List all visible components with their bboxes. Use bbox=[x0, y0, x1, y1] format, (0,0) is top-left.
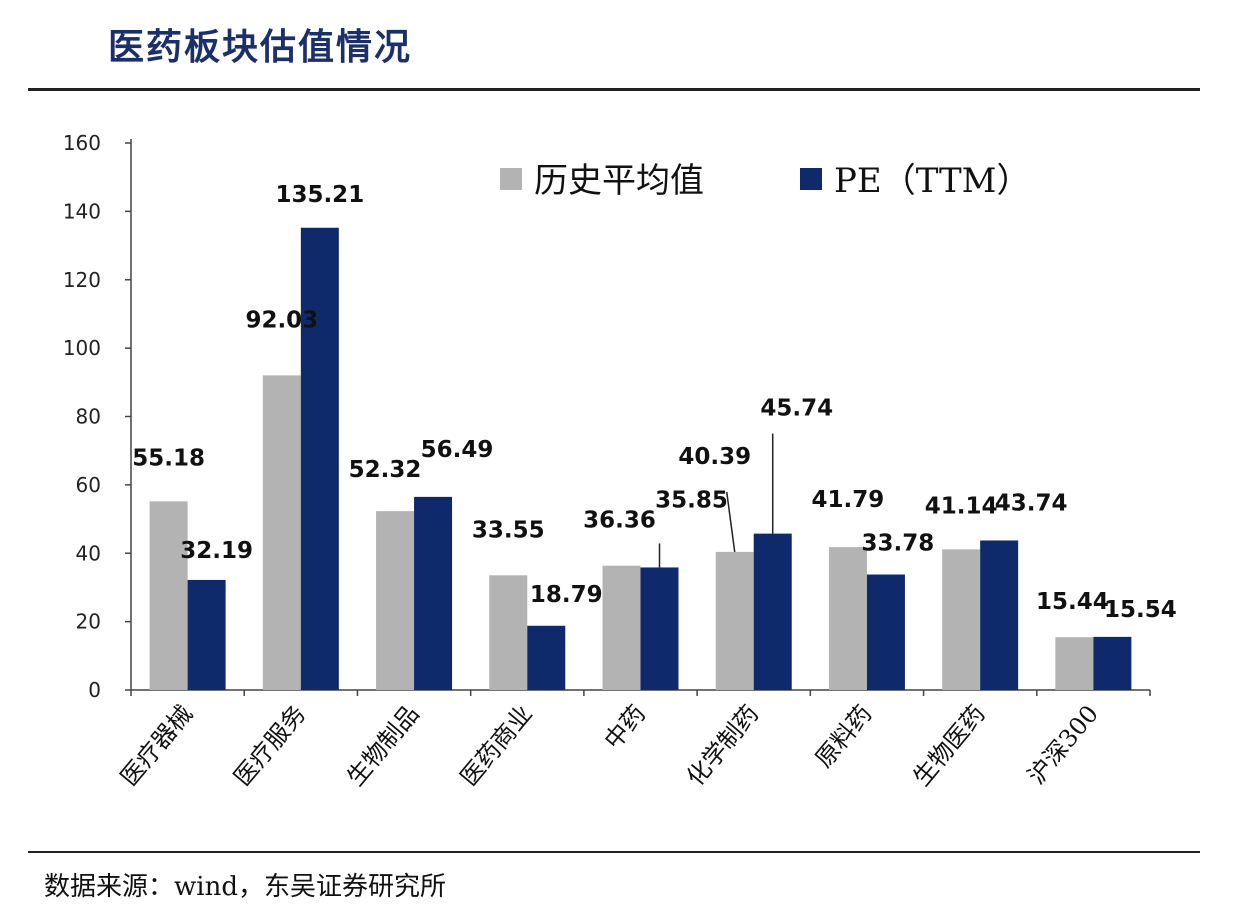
data-label: 92.03 bbox=[245, 307, 318, 333]
category-label: 医疗器械 bbox=[115, 700, 198, 792]
bar-pe-ttm bbox=[866, 574, 905, 690]
legend-label: PE（TTM） bbox=[834, 161, 1031, 201]
legend-swatch bbox=[800, 168, 822, 190]
bar-pe-ttm bbox=[414, 496, 453, 690]
data-label: 41.14 bbox=[925, 493, 998, 519]
data-label: 33.55 bbox=[472, 517, 545, 543]
category-label: 医疗服务 bbox=[228, 700, 311, 792]
data-label: 41.79 bbox=[812, 487, 885, 513]
data-label: 15.44 bbox=[1036, 589, 1109, 615]
bar-historical-avg bbox=[1055, 637, 1094, 690]
category-label: 原料药 bbox=[810, 700, 878, 773]
bar-pe-ttm bbox=[527, 625, 566, 690]
data-label: 56.49 bbox=[421, 437, 494, 463]
data-label: 40.39 bbox=[678, 444, 751, 470]
bar-pe-ttm bbox=[980, 540, 1019, 690]
bar-pe-ttm bbox=[1093, 636, 1132, 690]
category-label: 沪深300 bbox=[1022, 700, 1104, 790]
leader-line bbox=[725, 491, 736, 553]
top-divider bbox=[28, 88, 1200, 91]
y-tick-label: 140 bbox=[63, 199, 101, 223]
legend-label: 历史平均值 bbox=[534, 161, 704, 201]
data-label: 18.79 bbox=[530, 582, 603, 608]
category-label: 中药 bbox=[599, 700, 651, 755]
bar-historical-avg bbox=[489, 575, 528, 690]
bar-historical-avg bbox=[715, 551, 754, 690]
data-label: 43.74 bbox=[995, 490, 1068, 516]
chart-category-labels: 医疗器械 医疗服务 生物制品 医药商业 中药 化学制药 原料药 生物医药 沪深300 bbox=[115, 700, 1104, 792]
bar-historical-avg bbox=[376, 511, 415, 690]
legend-swatch bbox=[500, 168, 522, 190]
data-label: 45.74 bbox=[760, 396, 833, 422]
bar-pe-ttm bbox=[187, 579, 226, 690]
y-tick-label: 80 bbox=[76, 405, 101, 429]
data-label: 135.21 bbox=[275, 182, 364, 208]
bar-historical-avg bbox=[828, 547, 867, 690]
y-tick-label: 20 bbox=[76, 610, 101, 634]
data-label: 15.54 bbox=[1104, 597, 1177, 623]
category-label: 化学制药 bbox=[681, 700, 764, 792]
bar-historical-avg bbox=[149, 501, 188, 690]
bottom-divider bbox=[28, 851, 1200, 853]
source-note: 数据来源：wind，东吴证券研究所 bbox=[44, 872, 446, 902]
y-tick-label: 40 bbox=[76, 541, 101, 565]
data-label: 35.85 bbox=[655, 487, 728, 513]
bar-pe-ttm bbox=[753, 533, 792, 690]
y-tick-label: 100 bbox=[63, 336, 101, 360]
data-label: 32.19 bbox=[180, 538, 253, 564]
y-tick-label: 160 bbox=[63, 131, 101, 155]
data-label: 52.32 bbox=[349, 457, 422, 483]
y-tick-label: 60 bbox=[76, 473, 101, 497]
y-tick-label: 120 bbox=[63, 268, 101, 292]
chart-bars bbox=[149, 227, 1132, 691]
bar-historical-avg bbox=[602, 565, 641, 690]
chart-legend: 历史平均值 PE（TTM） bbox=[500, 161, 1031, 201]
data-label: 36.36 bbox=[583, 508, 656, 534]
data-label: 55.18 bbox=[132, 445, 205, 471]
bar-historical-avg bbox=[942, 549, 981, 690]
category-label: 生物医药 bbox=[908, 700, 991, 792]
y-tick-label: 0 bbox=[88, 678, 101, 702]
bar-historical-avg bbox=[262, 375, 301, 690]
bar-chart: 0 20 40 60 80 100 120 140 160 55.18 32.19 92.03 135… bbox=[63, 131, 1177, 792]
bar-pe-ttm bbox=[640, 567, 679, 690]
data-label: 33.78 bbox=[862, 531, 935, 557]
category-label: 医药商业 bbox=[455, 700, 538, 792]
category-label: 生物制品 bbox=[341, 700, 424, 792]
bar-pe-ttm bbox=[300, 227, 339, 691]
chart-title: 医药板块估值情况 bbox=[108, 26, 413, 68]
